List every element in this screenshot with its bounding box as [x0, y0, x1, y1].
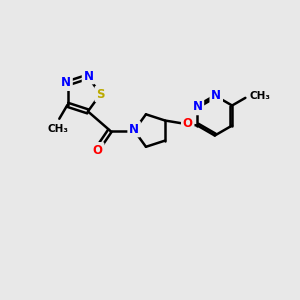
Text: N: N — [61, 76, 71, 89]
Text: N: N — [192, 100, 203, 113]
Text: O: O — [183, 117, 193, 130]
Text: N: N — [211, 89, 221, 102]
Text: CH₃: CH₃ — [47, 124, 68, 134]
Text: O: O — [93, 144, 103, 157]
Text: N: N — [83, 70, 94, 83]
Text: CH₃: CH₃ — [250, 92, 271, 101]
Text: S: S — [96, 88, 105, 100]
Text: N: N — [129, 123, 139, 136]
